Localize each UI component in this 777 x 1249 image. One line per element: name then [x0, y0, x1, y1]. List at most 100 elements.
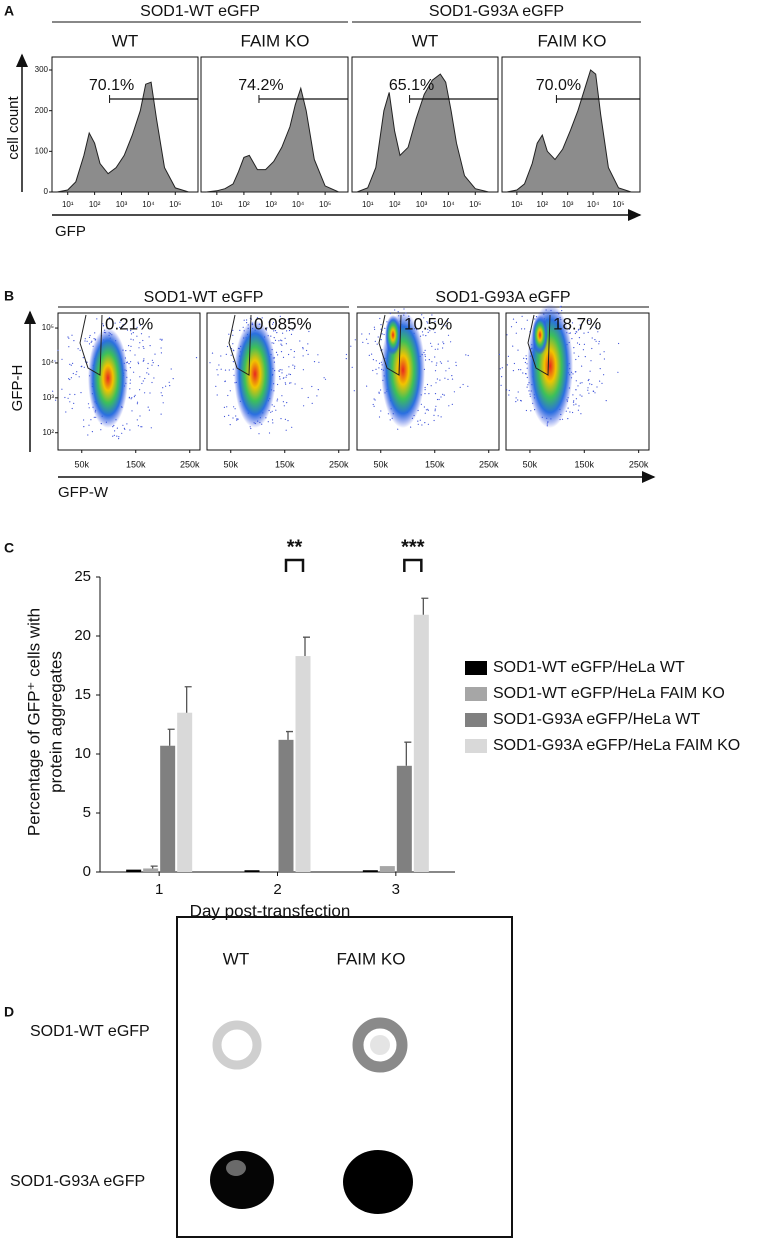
event-dot	[380, 324, 382, 326]
event-dot	[526, 386, 528, 388]
event-dot	[79, 349, 81, 351]
event-dot	[132, 332, 134, 334]
event-dot	[281, 340, 283, 342]
event-dot	[394, 309, 396, 311]
row-label: SOD1-WT eGFP	[30, 1023, 150, 1040]
event-dot	[134, 394, 136, 396]
histogram	[206, 86, 339, 193]
event-dot	[69, 378, 71, 381]
event-dot	[88, 336, 91, 338]
event-dot	[442, 341, 444, 343]
event-dot	[73, 402, 75, 404]
event-dot	[372, 359, 374, 361]
event-dot	[136, 403, 138, 405]
event-dot	[87, 403, 90, 405]
event-dot	[428, 359, 430, 361]
event-dot	[139, 342, 141, 344]
event-dot	[130, 398, 132, 400]
event-dot	[525, 358, 528, 360]
event-dot	[282, 322, 284, 325]
event-dot	[579, 394, 581, 396]
event-dot	[280, 418, 282, 420]
event-dot	[232, 343, 234, 345]
event-dot	[424, 389, 426, 391]
event-dot	[361, 333, 363, 335]
event-dot	[426, 383, 429, 386]
event-dot	[293, 350, 295, 353]
event-dot	[561, 418, 564, 420]
y-axis-label: protein aggregates	[46, 651, 65, 793]
event-dot	[421, 331, 424, 333]
event-dot	[113, 434, 115, 436]
y-axis-label: GFP-H	[9, 365, 26, 412]
event-dot	[250, 427, 252, 430]
dot-medium	[352, 1017, 408, 1073]
event-dot	[311, 402, 313, 404]
event-dot	[288, 366, 290, 368]
event-dot	[444, 377, 446, 379]
event-dot	[131, 397, 133, 399]
event-dot	[276, 332, 278, 334]
event-dot	[501, 376, 503, 378]
event-dot	[119, 326, 121, 328]
event-dot	[220, 368, 222, 370]
y-tick-label: 10⁴	[42, 358, 55, 367]
event-dot	[397, 311, 399, 313]
event-dot	[268, 321, 270, 323]
histogram	[356, 73, 489, 193]
event-dot	[272, 323, 274, 325]
event-dot	[93, 338, 95, 340]
event-dot	[579, 382, 581, 384]
plot-frame	[356, 312, 500, 451]
event-dot	[162, 387, 164, 389]
event-dot	[378, 362, 381, 364]
panel-letter: A	[4, 3, 14, 19]
event-dot	[72, 372, 74, 375]
event-dot	[567, 418, 569, 420]
event-dot	[434, 348, 436, 350]
x-tick-label: 10⁴	[442, 200, 455, 209]
event-dot	[278, 340, 280, 342]
event-dot	[274, 339, 277, 341]
event-dot	[160, 352, 162, 354]
dot-dark	[343, 1150, 413, 1214]
event-dot	[599, 353, 601, 355]
event-dot	[584, 356, 586, 358]
event-dot	[270, 335, 272, 337]
event-dot	[589, 370, 591, 372]
event-dot	[217, 374, 219, 376]
event-dot	[285, 376, 287, 378]
event-dot	[307, 396, 309, 399]
event-dot	[595, 340, 597, 342]
plot-frame	[505, 312, 650, 451]
event-dot	[67, 336, 69, 338]
event-dot	[431, 345, 433, 347]
event-dot	[223, 415, 226, 418]
event-dot	[76, 371, 78, 373]
event-dot	[440, 416, 442, 418]
event-dot	[571, 322, 574, 324]
event-dot	[140, 333, 143, 335]
event-dot	[280, 351, 283, 353]
event-dot	[448, 405, 450, 407]
event-dot	[522, 372, 524, 374]
event-dot	[308, 330, 310, 333]
event-dot	[422, 334, 424, 336]
event-dot	[278, 370, 280, 372]
group-header: SOD1-G93A eGFP	[429, 3, 564, 20]
event-dot	[446, 320, 448, 322]
event-dot	[403, 308, 405, 310]
event-dot	[271, 419, 274, 421]
x-tick-label: 10²	[238, 200, 250, 209]
event-dot	[521, 315, 523, 317]
event-dot	[68, 346, 70, 348]
event-dot	[293, 356, 295, 358]
event-dot	[424, 393, 426, 395]
event-dot	[281, 395, 283, 397]
event-dot	[136, 335, 138, 337]
event-dot	[233, 406, 235, 408]
event-dot	[525, 409, 528, 412]
event-dot	[587, 331, 589, 333]
event-dot	[568, 328, 570, 330]
